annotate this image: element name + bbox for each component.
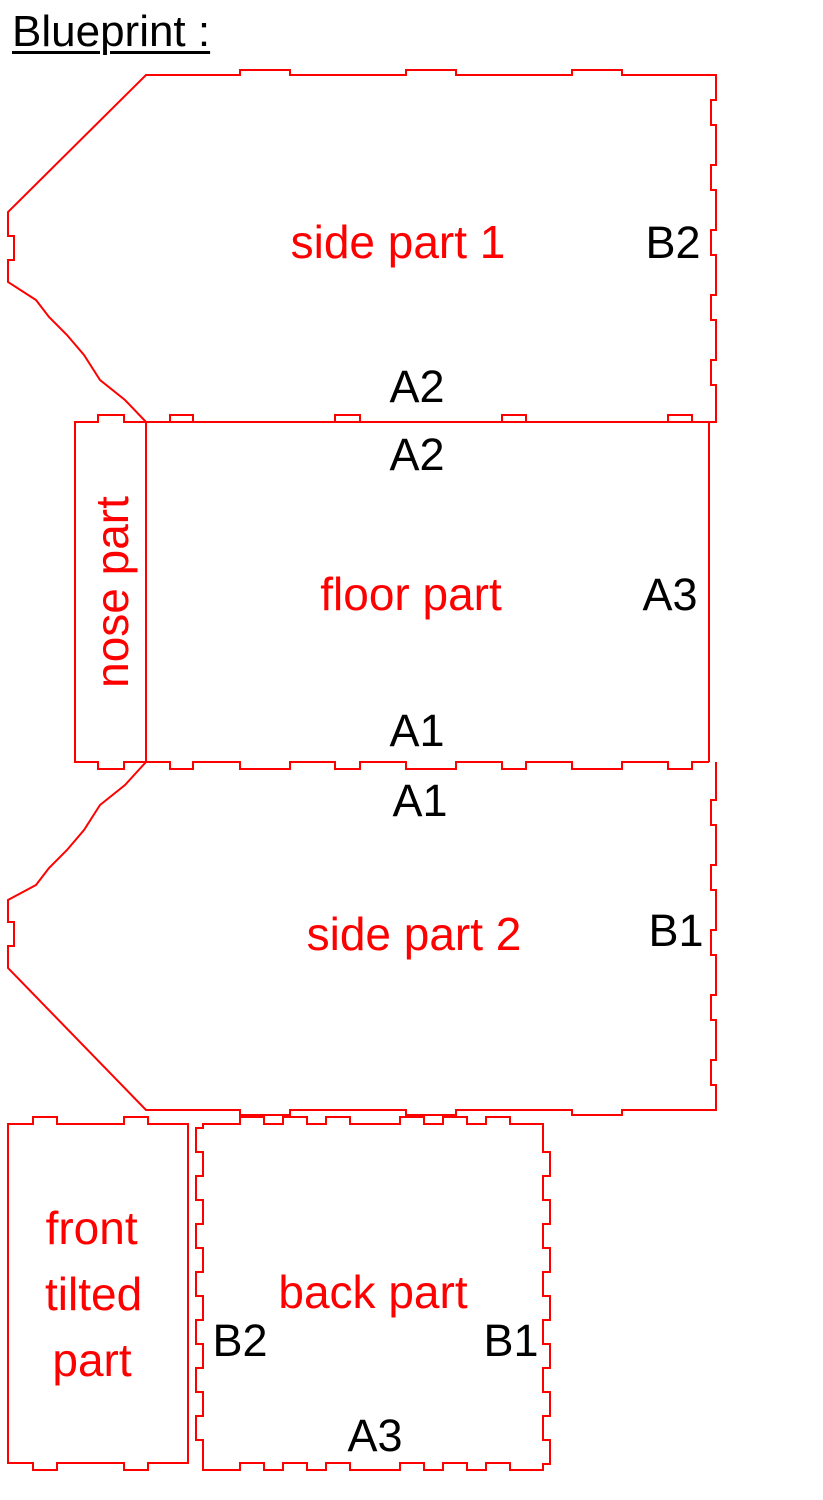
- side-part-2: side part 2 A1 B1: [7, 761, 717, 1116]
- side-1-bottom-edge-label: A2: [389, 361, 444, 412]
- side-2-top-edge-label: A1: [392, 775, 447, 826]
- front-tilted-part-label-line-1: front: [46, 1202, 138, 1254]
- back-part-label: back part: [278, 1266, 467, 1318]
- floor-part-label: floor part: [320, 568, 502, 620]
- back-left-edge-label: B2: [212, 1315, 267, 1366]
- nose-part-outline: [74, 414, 146, 770]
- nose-part-label: nose part: [86, 496, 138, 688]
- front-tilted-part: front tilted part: [7, 1116, 189, 1471]
- nose-part: nose part: [74, 414, 146, 770]
- front-tilted-part-outline: [7, 1116, 189, 1471]
- back-right-edge-label: B1: [483, 1315, 538, 1366]
- floor-bottom-edge-label: A1: [389, 705, 444, 756]
- front-tilted-part-label-line-3: part: [52, 1334, 131, 1386]
- floor-part-outline: [145, 414, 710, 770]
- side-part-2-label: side part 2: [307, 908, 522, 960]
- side-part-1: side part 1 B2 A2: [7, 69, 717, 423]
- back-bottom-edge-label: A3: [347, 1410, 402, 1461]
- floor-part: floor part A2 A3 A1: [145, 414, 710, 770]
- back-part: back part B2 B1 A3: [195, 1116, 551, 1471]
- floor-right-edge-label: A3: [642, 569, 697, 620]
- side-part-1-label: side part 1: [291, 216, 506, 268]
- side-2-right-edge-label: B1: [648, 905, 703, 956]
- front-tilted-part-label: front tilted part: [45, 1202, 155, 1386]
- floor-top-edge-label: A2: [389, 429, 444, 480]
- side-part-2-outline: [7, 761, 717, 1116]
- front-tilted-part-label-line-2: tilted: [45, 1268, 142, 1320]
- side-part-1-outline: [7, 69, 717, 423]
- side-1-right-edge-label: B2: [645, 217, 700, 268]
- back-part-outline: [195, 1116, 551, 1471]
- page-title: Blueprint :: [12, 7, 211, 56]
